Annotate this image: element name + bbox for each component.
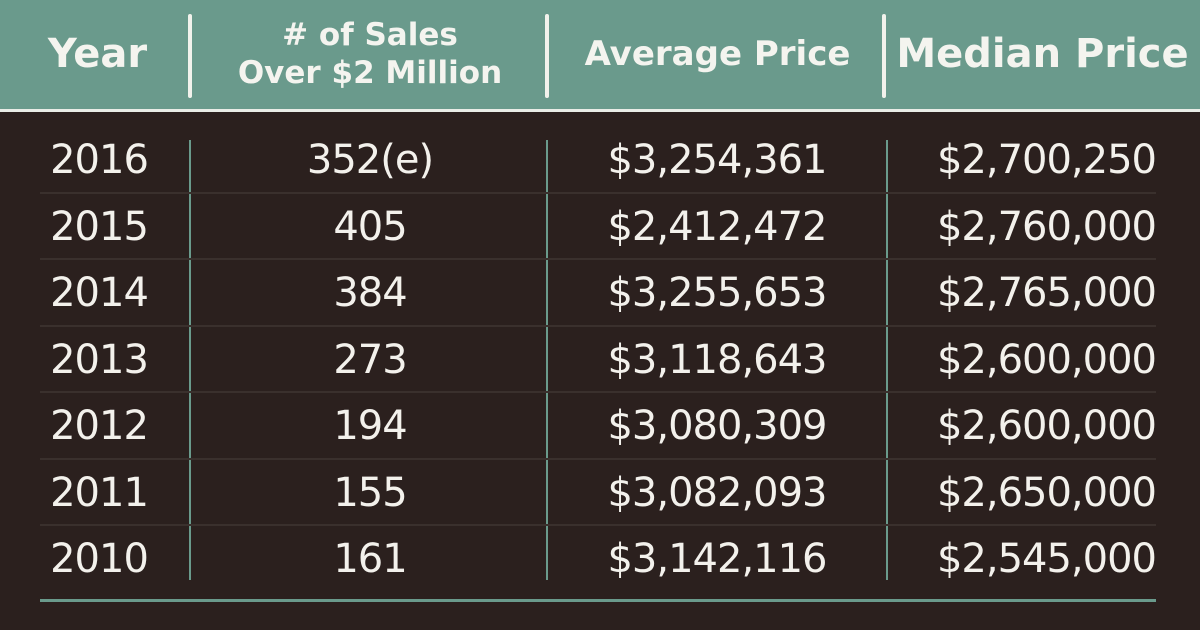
table-row: 2010 161 $3,142,116 $2,545,000 [40,526,1157,593]
cell-sales: 194 [333,403,407,449]
header-year: Year [10,0,185,109]
header-sales-line1: # of Sales [282,16,458,53]
cell-sales: 405 [333,203,407,250]
cell-sales: 273 [333,336,407,383]
cell-year: 2014 [50,270,149,316]
cell-average-price: $3,142,116 [607,536,827,582]
cell-average-price: $3,118,643 [607,336,827,383]
header-divider [545,14,549,98]
cell-year: 2016 [50,137,149,183]
cell-average-price: $2,412,472 [607,203,827,250]
cell-average-price: $3,254,361 [607,137,827,183]
cell-sales: 384 [333,270,407,316]
header-divider [188,14,192,98]
cell-average-price: $3,080,309 [607,403,827,449]
header-year-label: Year [47,31,148,78]
table-row: 2016 352(e) $3,254,361 $2,700,250 [40,127,1157,194]
cell-sales: 352(e) [306,137,434,183]
cell-median-price: $2,650,000 [936,469,1157,516]
header-average-price: Average Price [555,0,880,109]
cell-year: 2010 [50,536,149,582]
table-row: 2015 405 $2,412,472 $2,760,000 [40,194,1157,260]
cell-average-price: $3,082,093 [607,469,827,516]
header-median-label: Median Price [896,31,1189,78]
cell-median-price: $2,600,000 [936,336,1157,383]
cell-year: 2015 [50,203,149,250]
header-sales-line2: Over $2 Million [237,54,503,91]
header-divider [882,14,886,98]
table-row: 2012 194 $3,080,309 $2,600,000 [40,393,1157,460]
table-header: Year # of Sales Over $2 Million Average … [0,0,1200,112]
cell-median-price: $2,545,000 [936,536,1157,582]
cell-median-price: $2,765,000 [936,270,1157,316]
cell-average-price: $3,255,653 [607,270,827,316]
cell-year: 2011 [50,469,149,516]
cell-year: 2012 [50,403,149,449]
cell-year: 2013 [50,336,149,383]
header-sales: # of Sales Over $2 Million [195,0,545,109]
cell-median-price: $2,700,250 [936,137,1157,183]
table-row: 2013 273 $3,118,643 $2,600,000 [40,327,1157,393]
cell-median-price: $2,600,000 [936,403,1157,449]
column-divider [189,140,191,580]
column-divider [546,140,548,580]
bottom-rule [40,599,1156,602]
cell-sales: 155 [333,469,407,516]
header-median-price: Median Price [890,0,1195,109]
table-body: 2016 352(e) $3,254,361 $2,700,250 2015 4… [40,127,1157,593]
column-divider [886,140,888,580]
header-average-label: Average Price [584,33,851,74]
table-row: 2011 155 $3,082,093 $2,650,000 [40,460,1157,526]
cell-sales: 161 [333,536,407,582]
table-row: 2014 384 $3,255,653 $2,765,000 [40,260,1157,327]
cell-median-price: $2,760,000 [936,203,1157,250]
